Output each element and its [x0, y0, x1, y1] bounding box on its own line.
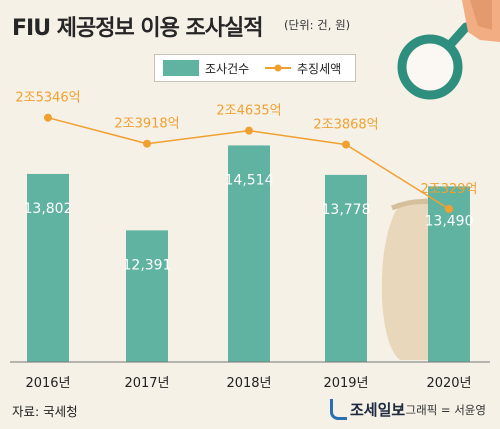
- bar-2019년: [325, 174, 367, 362]
- legend-line-label: 추징세액: [297, 62, 342, 76]
- source-note: 자료: 국세청: [12, 404, 78, 419]
- line-value-label: 2조5346억: [15, 91, 80, 106]
- bar-value-label: 13,490: [425, 213, 474, 229]
- line-value-label: 2조4635억: [216, 104, 281, 119]
- line-point: [44, 113, 52, 122]
- legend-bar-swatch: [163, 60, 199, 76]
- bar-2017년: [126, 230, 168, 362]
- legend: 조사건수 추징세액: [154, 54, 356, 82]
- x-tick-label: 2016년: [25, 376, 70, 391]
- bar-2016년: [27, 173, 69, 362]
- line-value-label: 2조3868억: [313, 118, 378, 133]
- line-value-label: 2조3918억: [114, 117, 179, 132]
- bar-value-label: 13,778: [322, 202, 371, 218]
- line-point: [342, 140, 350, 149]
- bar-2018년: [228, 145, 270, 362]
- x-tick-label: 2018년: [226, 376, 271, 391]
- brand-name: 조세일보: [350, 401, 406, 419]
- unit-note: (단위: 건, 원): [284, 18, 351, 32]
- legend-bar-label: 조사건수: [205, 62, 250, 76]
- magnifying-glass-icon: [397, 0, 500, 100]
- bar-value-label: 12,391: [123, 257, 172, 273]
- line-point: [445, 205, 453, 214]
- x-tick-label: 2017년: [124, 376, 169, 391]
- line-point: [245, 126, 253, 135]
- line-point: [143, 139, 151, 148]
- bar-value-label: 14,514: [225, 172, 274, 188]
- bar-2020년: [428, 186, 470, 362]
- legend-line-swatch: [265, 64, 291, 72]
- brand-logo-icon: [330, 399, 347, 420]
- x-tick-label: 2020년: [426, 376, 471, 391]
- bar-value-label: 13,802: [24, 201, 73, 217]
- chart-title: FIU 제공정보 이용 조사실적: [12, 16, 263, 41]
- line-value-label: 2조329억: [420, 182, 477, 197]
- graphic-credit: / 그래픽 = 서윤영: [398, 403, 486, 417]
- x-tick-label: 2019년: [323, 376, 368, 391]
